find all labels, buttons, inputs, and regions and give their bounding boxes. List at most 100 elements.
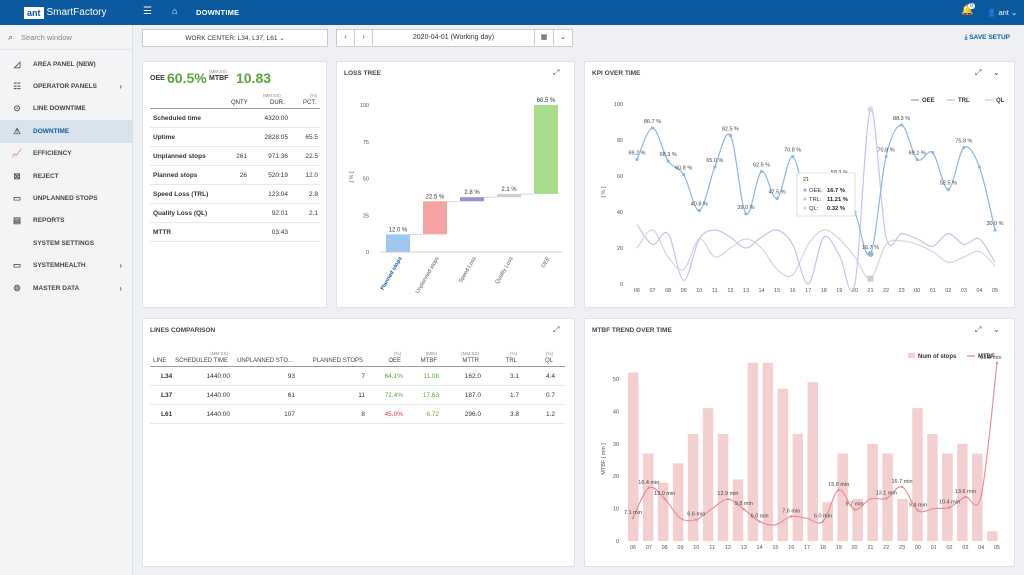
breadcrumb: Downtime — [196, 8, 240, 17]
home-icon[interactable]: ⌂ — [172, 6, 178, 16]
stops-bar — [987, 531, 998, 541]
sidebar-item-operator-panels[interactable]: ☷ Operator panels › — [0, 75, 132, 97]
column-header[interactable]: MTBF — [420, 358, 437, 364]
x-tick-label: 07 — [646, 545, 652, 551]
mtbf-point — [995, 361, 999, 364]
loss-bar — [497, 194, 521, 198]
summary-panel: OEE 60.5% (MM:SS) MTBF 10.83 (MM:SS) (%)… — [142, 61, 327, 308]
sidebar-item-unplanned-stops[interactable]: ▭ Unplanned stops — [0, 187, 132, 209]
mtbf-data-label: 10.4 min — [939, 499, 960, 505]
oee-point — [682, 172, 686, 177]
sidebar-item-system-settings[interactable]: System settings — [0, 232, 132, 254]
prev-date-button[interactable]: ‹ — [337, 30, 355, 46]
x-tick-label: 23 — [899, 288, 905, 294]
chevron-down-icon[interactable]: ⌄ — [993, 68, 1000, 77]
x-tick-label: 05 — [994, 545, 1000, 551]
oee-data-label: 65.0 % — [706, 158, 723, 164]
mtbf-unit: (MM:SS) — [209, 69, 227, 74]
oee-data-label: 62.5 % — [753, 163, 770, 169]
table-row[interactable]: L61 1440:00 107 8 45.0% 6.72 296.0 3.8 1.2 — [150, 405, 565, 424]
pct-header: PCT. — [303, 100, 317, 106]
stops-bar — [717, 434, 729, 541]
chevron-right-icon[interactable]: › — [119, 261, 122, 271]
column-header[interactable]: MTTR — [462, 358, 479, 364]
table-row[interactable]: L34 1440:00 93 7 64.1% 11.08 162.0 3.1 4.4 — [150, 367, 565, 386]
cogs-icon: ⚙ — [13, 282, 21, 293]
x-tick-label: Unplanned stops — [415, 256, 441, 295]
save-setup-button[interactable]: ⤓ SAVE SETUP — [965, 34, 1010, 42]
next-date-button[interactable]: › — [355, 30, 373, 46]
column-header[interactable]: QL — [544, 358, 553, 364]
y-tick-label: 20 — [613, 474, 619, 480]
column-header[interactable]: LINE — [153, 358, 167, 364]
notification-badge: 0 — [968, 3, 975, 9]
pct-unit: (%) — [310, 93, 317, 98]
oee-point — [915, 157, 919, 162]
expand-icon[interactable]: ⤢ — [975, 68, 982, 77]
document-icon: ▤ — [12, 215, 22, 226]
sidebar-item-line-downtime[interactable]: ⊙ Line Downtime — [0, 98, 132, 120]
search-input[interactable]: Search window — [21, 32, 72, 42]
column-header[interactable]: PLANNED STOPS — [312, 358, 363, 364]
sidebar-item-reports[interactable]: ▤ Reports — [0, 210, 132, 232]
sidebar-item-area-panel-new-[interactable]: ◿ Area panel (new) — [0, 53, 132, 75]
tooltip-label: TRL: — [809, 197, 822, 203]
expand-icon[interactable]: ⤢ — [553, 68, 560, 77]
sidebar-item-systemhealth[interactable]: ▭ SystemHealth › — [0, 255, 132, 277]
x-tick-label: 12 — [727, 288, 733, 294]
mtbf-data-label: 13.1 min — [876, 491, 897, 497]
summary-label: Uptime — [153, 134, 176, 141]
calendar-icon[interactable]: ▦ — [534, 30, 554, 46]
column-header[interactable]: OEE — [388, 358, 401, 364]
x-tick-label: 18 — [821, 288, 827, 294]
search-bar[interactable]: ⌕ Search window — [0, 25, 132, 50]
mtbf-point — [631, 516, 635, 520]
column-header[interactable]: SCHEDULED TIME — [175, 358, 228, 364]
column-header[interactable]: UNPLANNED STO... — [237, 358, 293, 364]
mtbf-data-label: 13.0 min — [654, 491, 675, 497]
work-center-select[interactable]: WORK CENTER: L34, L37, L61 ⌄ — [142, 29, 328, 47]
sidebar-item-efficiency[interactable]: 📈 Efficiency — [0, 143, 132, 165]
tooltip-marker — [803, 206, 807, 210]
expand-icon[interactable]: ⤢ — [553, 325, 560, 334]
mtbf-data-label: 12.9 min — [717, 491, 738, 497]
chevron-down-icon[interactable]: ⌄ — [993, 325, 1000, 334]
y-axis-label: MTBF [ min ] — [601, 443, 607, 475]
cell-mttr: 162.0 — [464, 373, 481, 380]
x-tick-label: 17 — [805, 288, 811, 294]
column-header[interactable]: TRL — [505, 358, 517, 364]
x-tick-label: 21 — [867, 545, 873, 551]
table-row[interactable]: L37 1440:00 61 11 72.4% 17.63 187.0 1.7 0.7 — [150, 386, 565, 405]
date-value[interactable]: 2020-04-01 (Working day) — [412, 34, 495, 41]
oee-data-label: 52.5 % — [940, 181, 957, 187]
stops-bar — [792, 434, 804, 541]
chevron-right-icon[interactable]: › — [119, 82, 122, 92]
stops-bar — [822, 502, 833, 541]
sidebar-item-label: Reject — [33, 172, 59, 180]
x-tick-label: 00 — [915, 545, 921, 551]
toolbar: WORK CENTER: L34, L37, L61 ⌄ ‹ › 2020-04… — [133, 25, 1024, 53]
line-chart-icon: 📈 — [11, 148, 23, 159]
oee-data-label: 88.3 % — [893, 116, 910, 122]
cell-line: L61 — [161, 411, 173, 418]
chevron-right-icon[interactable]: › — [119, 283, 122, 293]
x-tick-label: 14 — [757, 545, 763, 551]
y-tick-label: 25 — [363, 213, 369, 219]
oee-point — [759, 169, 764, 174]
x-tick-label: 20 — [852, 288, 858, 294]
date-dropdown-button[interactable]: ⌄ — [560, 34, 566, 41]
y-tick-label: 40 — [613, 409, 619, 415]
mtbf-data-label: 6.0 min — [751, 514, 769, 520]
mtbf-point — [790, 515, 793, 518]
cell-trl: 3.1 — [509, 373, 519, 380]
tooltip-box — [796, 172, 856, 217]
sidebar-item-downtime[interactable]: ⚠ Downtime — [0, 120, 132, 143]
bell-icon[interactable]: 🔔 — [961, 5, 974, 16]
sidebar-item-reject[interactable]: ⊠ Reject — [0, 165, 132, 187]
user-menu[interactable]: 👤 ant ⌄ — [987, 8, 1018, 17]
sidebar-item-master-data[interactable]: ⚙ Master Data › — [0, 277, 132, 299]
expand-icon[interactable]: ⤢ — [975, 325, 982, 334]
app-logo[interactable]: ant SmartFactory — [24, 6, 107, 19]
menu-icon[interactable]: ☰ — [143, 6, 152, 17]
y-tick-label: 50 — [363, 177, 369, 183]
